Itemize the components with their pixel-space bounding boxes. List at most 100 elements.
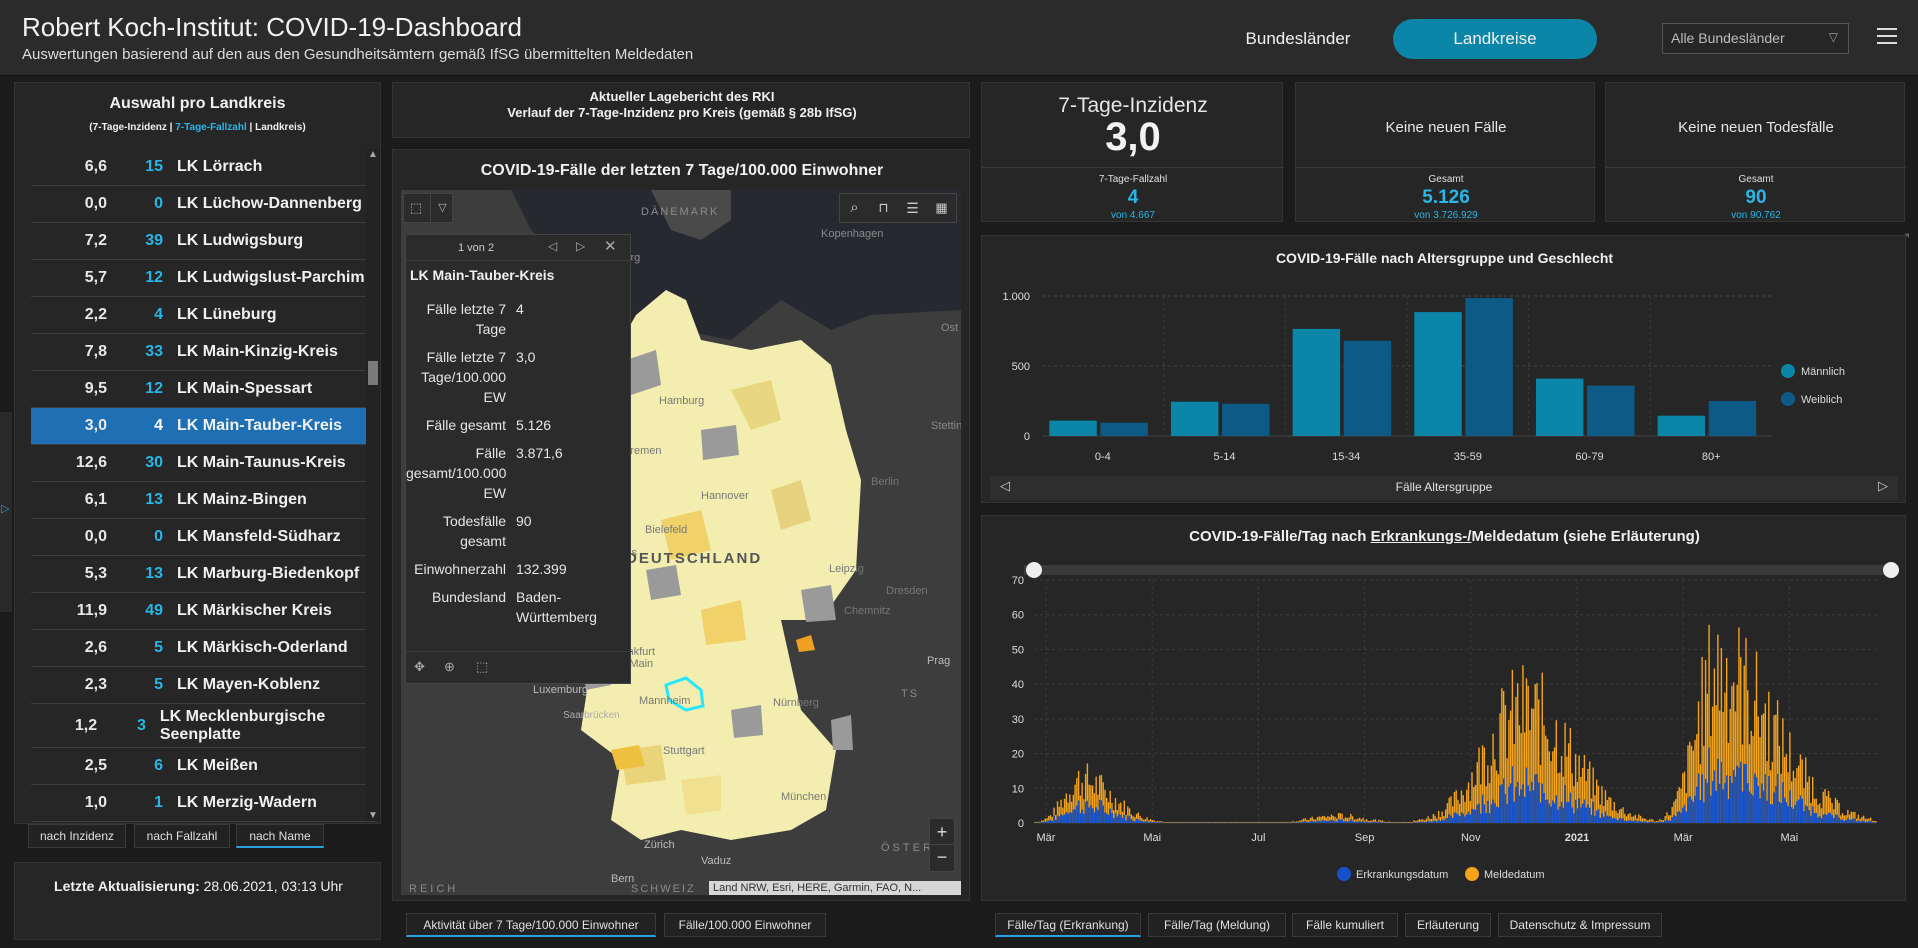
landkreis-row[interactable]: 9,5 12 LK Main-Spessart	[31, 371, 378, 408]
layer-list-icon[interactable]: ☰	[906, 200, 919, 216]
bar-weiblich-5-14[interactable]	[1222, 403, 1270, 436]
next-icon[interactable]: ▷	[576, 239, 586, 253]
select-feature-icon[interactable]: ⬚	[476, 659, 489, 674]
scrollbar-thumb[interactable]	[368, 361, 378, 385]
bar-erkrankungsdatum	[1425, 821, 1428, 823]
zoom-out-icon[interactable]: −	[936, 847, 948, 867]
bar-männlich-0-4[interactable]	[1049, 420, 1097, 436]
bar-meldedatum	[1128, 808, 1131, 823]
map-view[interactable]: DÄNEMARK Kopenhagen Esbjerg Ost Stettin …	[401, 190, 961, 895]
bar-weiblich-15-34[interactable]	[1343, 340, 1392, 436]
previous-icon[interactable]: ◁	[548, 239, 558, 253]
landkreis-row[interactable]: 6,1 13 LK Mainz-Bingen	[31, 482, 378, 519]
bar-meldedatum	[1330, 814, 1333, 823]
map-toolbar: ⌕ ⊓ ☰ ▦	[839, 193, 957, 223]
bar-erkrankungsdatum	[1852, 818, 1854, 823]
map-canvas[interactable]	[401, 190, 961, 895]
bar-meldedatum	[1239, 821, 1241, 823]
bar-weiblich-80+[interactable]	[1708, 401, 1757, 436]
landkreis-row[interactable]: 1,0 1 LK Merzig-Wadern	[31, 785, 378, 822]
row-case-count: 13	[145, 565, 163, 582]
zoom-to-icon[interactable]: ⊕	[444, 659, 455, 674]
report-line-2[interactable]: Verlauf der 7-Tage-Inzidenz pro Kreis (g…	[507, 105, 857, 120]
landkreis-row[interactable]: 2,3 5 LK Mayen-Koblenz	[31, 667, 378, 704]
bar-männlich-35-59[interactable]	[1414, 312, 1462, 436]
report-panel[interactable]: Aktueller Lagebericht des RKI Verlauf de…	[392, 82, 970, 138]
bar-meldedatum	[1518, 725, 1521, 823]
scroll-up-icon[interactable]: ▲	[368, 149, 378, 160]
range-handle-left[interactable]	[1026, 562, 1042, 578]
bar-weiblich-0-4[interactable]	[1100, 422, 1148, 436]
row-case-count: 30	[145, 454, 163, 471]
bar-weiblich-35-59[interactable]	[1465, 298, 1513, 436]
kpi-incidence-card: 7-Tage-Inzidenz 3,0 7-Tage-Fallzahl 4 vo…	[981, 82, 1284, 222]
bottom-tab[interactable]: Datenschutz & Impressum	[1498, 913, 1662, 937]
bar-erkrankungsdatum	[1689, 796, 1691, 823]
close-icon[interactable]: ✕	[604, 238, 617, 255]
bar-männlich-15-34[interactable]	[1292, 328, 1341, 436]
bar-meldedatum	[1603, 805, 1605, 823]
map-tab-activity[interactable]: Aktivität über 7 Tage/100.000 Einwohner	[406, 913, 656, 937]
landkreis-row[interactable]: 7,8 33 LK Main-Kinzig-Kreis	[31, 334, 378, 371]
landkreis-row[interactable]: 12,6 30 LK Main-Taunus-Kreis	[31, 445, 378, 482]
map-tab-cases-per-100k[interactable]: Fälle/100.000 Einwohner	[664, 913, 826, 937]
bottom-tab[interactable]: Fälle/Tag (Erkrankung)	[995, 913, 1141, 937]
bookmark-icon[interactable]: ⊓	[878, 200, 889, 215]
side-expander[interactable]: ▷	[0, 412, 12, 612]
bar-meldedatum	[1069, 794, 1071, 823]
range-handle-right[interactable]	[1883, 562, 1899, 578]
menu-icon[interactable]	[1877, 28, 1897, 46]
scroll-left-icon[interactable]: ◁	[1000, 478, 1010, 493]
landkreis-row[interactable]: 5,3 13 LK Marburg-Biedenkopf	[31, 556, 378, 593]
dropdown-icon[interactable]: ▽	[430, 194, 454, 222]
sort-by-name-tab[interactable]: nach Name	[236, 824, 324, 848]
range-slider-track[interactable]	[1024, 565, 1891, 575]
time-chart-title-link[interactable]: Erkrankungs-/	[1370, 528, 1472, 545]
basemap-gallery-icon[interactable]: ▦	[935, 200, 948, 215]
report-line-1[interactable]: Aktueller Lagebericht des RKI	[589, 89, 775, 104]
landkreis-row[interactable]: 11,9 49 LK Märkischer Kreis	[31, 593, 378, 630]
sort-by-incidence-tab[interactable]: nach Inzidenz	[28, 824, 126, 848]
bar-männlich-60-79[interactable]	[1535, 378, 1584, 436]
landkreis-row[interactable]: 1,2 3 LK Mecklenburgische Seenplatte	[31, 704, 378, 748]
map-label-kopenhagen: Kopenhagen	[821, 228, 884, 240]
bar-erkrankungsdatum	[1113, 818, 1115, 823]
sort-by-cases-tab[interactable]: nach Fallzahl	[134, 824, 230, 848]
landkreis-row[interactable]: 6,6 15 LK Lörrach	[31, 149, 378, 186]
bar-erkrankungsdatum	[1762, 790, 1765, 823]
scroll-right-icon[interactable]: ▷	[1878, 478, 1888, 493]
nav-bundeslaender-button[interactable]: Bundesländer	[1245, 29, 1351, 48]
landkreis-list[interactable]: 6,6 15 LK Lörrach 0,0 0 LK Lüchow-Dannenberg 7…	[15, 149, 382, 823]
landkreis-row[interactable]: 7,2 39 LK Ludwigsburg	[31, 223, 378, 260]
bar-weiblich-60-79[interactable]	[1587, 385, 1635, 436]
bar-erkrankungsdatum	[1322, 819, 1324, 823]
landkreis-row[interactable]: 5,7 12 LK Ludwigslust-Parchim	[31, 260, 378, 297]
landkreis-row[interactable]: 3,0 4 LK Main-Tauber-Kreis	[31, 408, 378, 445]
bar-meldedatum	[1132, 815, 1134, 823]
landkreis-row[interactable]: 2,2 4 LK Lüneburg	[31, 297, 378, 334]
scroll-down-icon[interactable]: ▼	[368, 810, 378, 821]
pan-icon[interactable]: ✥	[414, 659, 425, 674]
zoom-in-icon[interactable]: +	[930, 819, 954, 845]
landkreis-row[interactable]: 2,6 5 LK Märkisch-Oderland	[31, 630, 378, 667]
expand-arrow-icon[interactable]: ▷	[1, 503, 10, 515]
search-icon[interactable]: ⌕	[850, 199, 859, 216]
list-scrollbar[interactable]: ▲ ▼	[366, 149, 380, 821]
bar-meldedatum	[1434, 815, 1436, 823]
bottom-tab[interactable]: Erläuterung	[1405, 913, 1491, 937]
bar-erkrankungsdatum	[1532, 790, 1535, 823]
landkreis-row[interactable]: 2,5 6 LK Meißen	[31, 748, 378, 785]
bar-meldedatum	[1574, 754, 1577, 823]
select-tool-icon[interactable]: ⬚	[409, 200, 423, 215]
bar-männlich-5-14[interactable]	[1170, 401, 1219, 436]
nav-landkreise-button[interactable]: Landkreise	[1393, 19, 1597, 59]
bar-männlich-80+[interactable]	[1657, 415, 1706, 436]
bar-erkrankungsdatum	[1585, 807, 1588, 823]
bottom-tab[interactable]: Fälle/Tag (Meldung)	[1148, 913, 1286, 937]
bundesland-select[interactable]: Alle Bundesländer ▽	[1662, 23, 1849, 54]
bottom-tab[interactable]: Fälle kumuliert	[1292, 913, 1398, 937]
landkreis-row[interactable]: 0,0 0 LK Lüchow-Dannenberg	[31, 186, 378, 223]
x-tick-label: Sep	[1355, 832, 1375, 844]
bar-erkrankungsdatum	[1717, 758, 1719, 823]
landkreis-row[interactable]: 0,0 0 LK Mansfeld-Südharz	[31, 519, 378, 556]
